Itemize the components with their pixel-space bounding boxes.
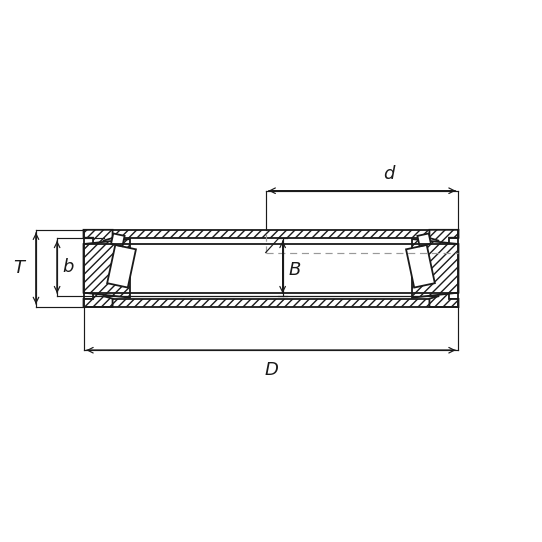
Polygon shape <box>111 234 125 246</box>
Polygon shape <box>83 299 459 307</box>
Text: b: b <box>62 258 74 276</box>
Text: d: d <box>383 165 394 183</box>
Polygon shape <box>429 230 459 307</box>
Polygon shape <box>412 239 459 298</box>
Polygon shape <box>406 245 435 288</box>
Polygon shape <box>417 234 431 246</box>
Polygon shape <box>83 230 459 238</box>
Polygon shape <box>83 230 113 307</box>
Text: D: D <box>264 361 278 379</box>
Polygon shape <box>83 239 130 298</box>
Text: B: B <box>289 261 301 279</box>
Polygon shape <box>107 245 136 288</box>
Text: T: T <box>14 260 24 278</box>
